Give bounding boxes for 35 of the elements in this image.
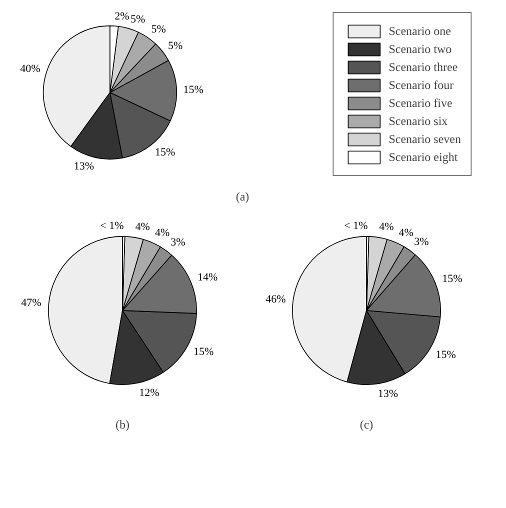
legend-label: Scenario two bbox=[388, 41, 452, 57]
data-label: 15% bbox=[442, 272, 462, 285]
data-label: 4% bbox=[379, 221, 394, 234]
data-label: 15% bbox=[436, 348, 456, 361]
legend-label: Scenario four bbox=[388, 77, 454, 93]
data-label: 4% bbox=[135, 221, 150, 234]
text: (b) bbox=[116, 418, 130, 432]
data-label: 5% bbox=[130, 14, 146, 26]
text: (a) bbox=[236, 190, 250, 204]
data-label: 4% bbox=[155, 227, 170, 240]
data-label: < 1% bbox=[344, 220, 368, 232]
data-label: 4% bbox=[398, 226, 414, 239]
legend-label: Scenario eight bbox=[388, 149, 458, 165]
data-label: 14% bbox=[197, 271, 218, 284]
data-label: 47% bbox=[21, 297, 42, 310]
legend-label: Scenario one bbox=[388, 23, 451, 39]
data-label: 2% bbox=[114, 10, 130, 23]
legend-label: Scenario five bbox=[388, 95, 452, 111]
legend-label: Scenario three bbox=[388, 59, 458, 75]
data-label: 46% bbox=[266, 293, 286, 306]
data-label: 3% bbox=[170, 236, 186, 248]
data-label: 12% bbox=[139, 387, 160, 400]
legend-label: Scenario six bbox=[388, 113, 448, 129]
data-label: 13% bbox=[378, 388, 398, 400]
data-label: 5% bbox=[151, 24, 166, 36]
data-label: < 1% bbox=[100, 220, 124, 232]
data-label: 13% bbox=[74, 160, 94, 173]
text: (c) bbox=[360, 418, 374, 432]
data-label: 15% bbox=[193, 346, 214, 358]
data-label: 5% bbox=[168, 40, 183, 52]
data-label: 15% bbox=[154, 146, 176, 159]
data-label: 40% bbox=[20, 63, 40, 76]
data-label: 15% bbox=[183, 84, 204, 96]
legend-label: Scenario seven bbox=[388, 131, 461, 147]
data-label: 3% bbox=[414, 236, 429, 248]
